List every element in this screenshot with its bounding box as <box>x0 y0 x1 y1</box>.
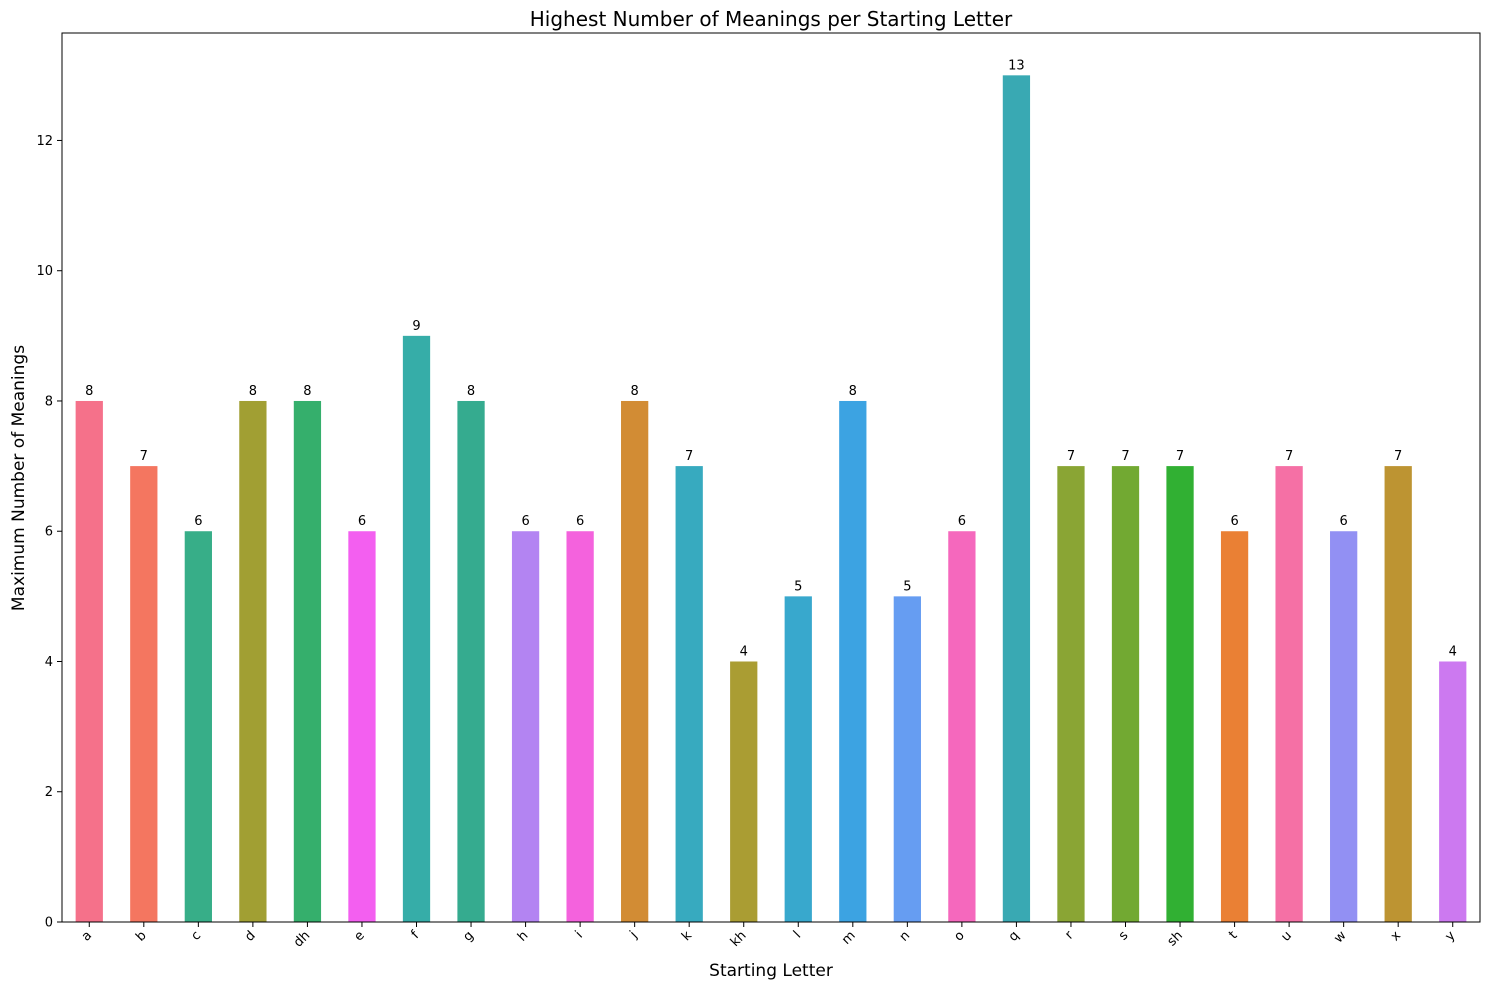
bar-value-label-l: 5 <box>794 579 802 594</box>
x-tick-label-x: x <box>1388 928 1404 944</box>
y-tick-label-0: 0 <box>45 916 53 931</box>
bar-value-label-kh: 4 <box>740 644 748 659</box>
bar-sh <box>1166 466 1194 922</box>
bar-value-label-e: 6 <box>358 514 366 529</box>
bar-value-label-q: 13 <box>1008 58 1025 73</box>
bar-x <box>1384 466 1412 922</box>
bar-s <box>1111 466 1140 922</box>
y-tick-label-2: 2 <box>45 785 53 800</box>
bar-kh <box>730 661 758 922</box>
bar-e <box>348 531 376 922</box>
x-tick-label-m: m <box>839 928 859 948</box>
bar-value-label-g: 8 <box>467 384 475 399</box>
bar-i <box>566 531 594 922</box>
x-tick-label-b: b <box>133 928 149 944</box>
x-tick-label-a: a <box>79 928 95 944</box>
plot-frame <box>61 32 1481 923</box>
x-tick-label-y: y <box>1443 928 1459 944</box>
bar-value-label-a: 8 <box>85 384 93 399</box>
x-tick-label-w: w <box>1331 928 1349 946</box>
bar-c <box>184 531 212 922</box>
x-tick-label-d: d <box>242 928 258 944</box>
x-tick-label-o: o <box>951 928 967 944</box>
bar-value-label-u: 7 <box>1285 449 1293 464</box>
bar-value-label-c: 6 <box>194 514 202 529</box>
bar-t <box>1220 531 1249 922</box>
bar-h <box>511 531 540 922</box>
bar-value-label-x: 7 <box>1394 449 1402 464</box>
bar-value-label-b: 7 <box>140 449 148 464</box>
x-tick-label-sh: sh <box>1165 928 1186 949</box>
bar-q <box>1002 75 1031 922</box>
x-tick-label-t: t <box>1226 928 1240 942</box>
bar-value-label-n: 5 <box>903 579 911 594</box>
bar-value-label-r: 7 <box>1067 449 1075 464</box>
bar-value-label-s: 7 <box>1121 449 1129 464</box>
x-tick-label-dh: dh <box>291 928 313 950</box>
x-tick-label-e: e <box>352 928 368 944</box>
x-tick-label-u: u <box>1279 928 1295 944</box>
x-tick-label-q: q <box>1006 928 1022 944</box>
bar-o <box>948 531 976 922</box>
y-tick-label-10: 10 <box>36 264 53 279</box>
plot-area: 8 a 7 b 6 c 8 d 8 dh 6 e 9 f 8 g 6 h 6 i 8 j 7 k 4 kh 5 l 8 m 5 n 6 o 13 q 7… <box>36 32 1481 950</box>
bar-a <box>75 400 103 923</box>
y-axis-label: Maximum Number of Meanings <box>9 345 29 611</box>
y-tick-label-6: 6 <box>45 525 53 540</box>
x-tick-label-s: s <box>1116 928 1132 944</box>
bar-value-label-y: 4 <box>1449 644 1457 659</box>
bar-b <box>130 466 158 922</box>
bar-l <box>784 596 812 922</box>
x-tick-label-n: n <box>897 928 913 944</box>
x-tick-label-j: j <box>627 928 641 942</box>
x-tick-label-f: f <box>408 928 422 942</box>
bar-value-label-i: 6 <box>576 514 584 529</box>
x-tick-label-c: c <box>189 928 205 944</box>
bar-w <box>1330 531 1358 922</box>
y-tick-label-12: 12 <box>36 134 53 149</box>
bar-value-label-f: 9 <box>412 319 420 334</box>
bar-j <box>621 400 649 923</box>
bar-k <box>675 466 703 922</box>
bar-value-label-k: 7 <box>685 449 693 464</box>
chart-title: Highest Number of Meanings per Starting … <box>530 7 1013 31</box>
bar-value-label-j: 8 <box>631 384 639 399</box>
x-tick-label-g: g <box>460 928 476 944</box>
bar-value-label-o: 6 <box>958 514 966 529</box>
bar-value-label-dh: 8 <box>303 384 311 399</box>
bar-u <box>1275 466 1303 922</box>
x-axis-label: Starting Letter <box>709 961 833 981</box>
bar-f <box>402 335 431 923</box>
x-tick-label-k: k <box>679 928 695 944</box>
bar-dh <box>293 400 322 923</box>
x-tick-label-l: l <box>791 928 804 941</box>
bar-m <box>839 400 867 923</box>
x-tick-label-i: i <box>573 928 586 941</box>
bar-y <box>1439 661 1467 922</box>
y-tick-label-4: 4 <box>45 655 53 670</box>
y-tick-label-8: 8 <box>45 394 53 409</box>
bar-value-label-sh: 7 <box>1176 449 1184 464</box>
bar-value-label-w: 6 <box>1340 514 1348 529</box>
bar-value-label-d: 8 <box>249 384 257 399</box>
x-tick-label-r: r <box>1062 928 1077 943</box>
bar-value-label-h: 6 <box>521 514 529 529</box>
bar-g <box>457 400 485 923</box>
bar-n <box>893 596 921 922</box>
bar-r <box>1057 466 1085 922</box>
x-tick-label-kh: kh <box>728 928 750 950</box>
bar-value-label-t: 6 <box>1230 514 1238 529</box>
bar-value-label-m: 8 <box>849 384 857 399</box>
bar-d <box>239 400 267 923</box>
x-tick-label-h: h <box>515 928 531 944</box>
